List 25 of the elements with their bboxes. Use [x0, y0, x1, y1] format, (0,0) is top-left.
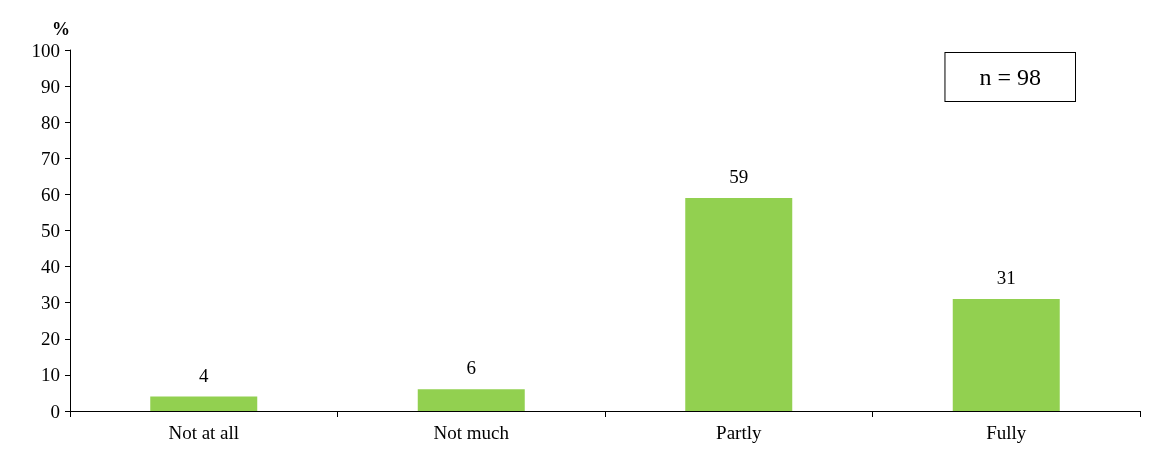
- y-tick-label: 100: [31, 39, 60, 61]
- x-tick-label: Not at all: [168, 422, 240, 443]
- y-tick-label: 90: [41, 75, 60, 97]
- data-label: 31: [996, 267, 1016, 289]
- x-tick-label: Partly: [716, 422, 762, 443]
- y-tick-label: 70: [41, 147, 60, 169]
- y-tick-label: 10: [41, 364, 60, 386]
- bar: [417, 389, 525, 411]
- y-tick-label: 20: [41, 328, 60, 350]
- bar: [150, 396, 258, 411]
- data-label: 59: [729, 166, 749, 188]
- y-tick-label: 30: [41, 292, 60, 314]
- x-tick-label: Fully: [986, 422, 1027, 443]
- data-label: 6: [466, 357, 476, 379]
- bar: [952, 299, 1060, 411]
- y-tick-label: 40: [41, 256, 60, 278]
- x-tick-label: Not much: [433, 422, 510, 443]
- y-tick-label: 0: [50, 400, 60, 422]
- data-label: 4: [199, 364, 209, 386]
- y-tick-label: 80: [41, 111, 60, 133]
- bar: [685, 198, 793, 411]
- annotation: n = 98: [979, 64, 1042, 90]
- y-axis-title: %: [52, 19, 70, 39]
- y-tick-label: 60: [41, 183, 60, 205]
- y-tick-label: 50: [41, 220, 60, 241]
